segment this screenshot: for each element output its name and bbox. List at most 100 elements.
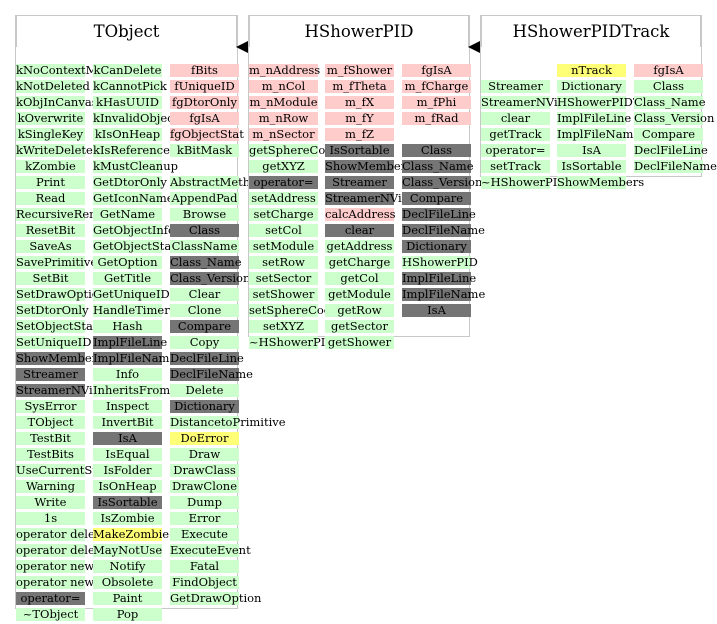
member-cell: IsFolder — [93, 464, 162, 477]
member-cell: SetBit — [16, 272, 85, 285]
member-cell: operator delete[] — [16, 543, 116, 557]
member-cell: m_nRow — [249, 112, 318, 125]
member-cell: RecursiveRemove — [16, 207, 121, 221]
member-cell: fgIsA — [170, 112, 239, 125]
member-cell: m_fTheta — [325, 80, 394, 93]
member-cell: ~HShowerPID — [249, 335, 335, 349]
member-cell: Pop — [93, 608, 162, 621]
member-cell: DoError — [170, 432, 239, 445]
member-cell: kInvalidObject — [93, 111, 179, 125]
member-cell: DeclFileName — [170, 367, 253, 381]
member-cell: m_fShower — [325, 63, 394, 77]
member-column: fgIsA m_fCharge m_fPhi m_fRad Class Class_Nam… — [402, 64, 486, 320]
member-cell: DrawClone — [170, 479, 239, 493]
member-cell: kCannotPick — [93, 79, 167, 93]
member-cell: getShower — [325, 336, 394, 349]
member-cell: kOverwrite — [16, 111, 85, 125]
member-cell: ClassName — [170, 239, 239, 253]
member-cell: nTrack — [557, 64, 626, 77]
member-cell: DeclFileLine — [402, 207, 476, 221]
member-cell: Inspect — [93, 400, 162, 413]
member-cell: 1s — [16, 512, 85, 525]
member-cell: m_nSector — [249, 128, 318, 141]
member-cell: InvertBit — [93, 416, 162, 429]
member-cell: Write — [16, 496, 85, 509]
member-cell: Read — [16, 192, 85, 205]
member-cell: kObjInCanvas — [16, 95, 98, 109]
member-cell: DeclFileName — [634, 159, 717, 173]
member-cell: StreamerNVirtual — [325, 191, 430, 205]
member-cell: ~TObject — [16, 608, 85, 621]
member-cell: calcAddress — [325, 207, 396, 221]
member-cell: IsSortable — [93, 496, 162, 509]
member-cell: ShowMembers — [16, 351, 104, 365]
member-cell: m_nCol — [249, 80, 318, 93]
member-cell: kIsReferenced — [93, 143, 178, 157]
member-cell: m_nAddress — [249, 63, 321, 77]
member-cell: m_fRad — [402, 112, 471, 125]
member-cell: TObject — [16, 416, 85, 429]
member-cell: setSector — [249, 272, 318, 285]
member-cell: Print — [16, 176, 85, 189]
member-cell: IsOnHeap — [93, 480, 162, 493]
member-column: m_nAddress m_nCol m_nModule m_nRow m_nSector… — [249, 63, 346, 352]
member-cell: IsSortable — [557, 160, 626, 173]
member-cell — [170, 160, 239, 173]
member-cell: Class_Version — [170, 271, 251, 285]
member-cell: kNoContextMenu — [16, 63, 120, 77]
member-cell: kHasUUID — [93, 96, 162, 109]
member-cell: GetObjectStat — [93, 239, 176, 253]
member-cell: ExecuteEvent — [170, 543, 251, 557]
member-cell: getSector — [325, 320, 394, 333]
member-cell: SetDtorOnly — [16, 303, 89, 317]
member-cell: DeclFileLine — [170, 351, 244, 365]
member-cell: GetOption — [93, 256, 162, 269]
member-cell: ~HShowerPIDTrack — [481, 175, 600, 189]
member-cell: getAddress — [325, 239, 394, 253]
member-cell: ResetBit — [16, 224, 85, 237]
member-cell: kMustCleanup — [93, 159, 178, 173]
member-cell: clear — [481, 112, 550, 125]
member-cell: fgDtorOnly — [170, 96, 239, 109]
member-cell: Paint — [93, 592, 162, 605]
member-cell: ImplFileName — [402, 287, 486, 301]
member-cell: Browse — [170, 208, 239, 221]
member-cell: ImplFileLine — [402, 271, 477, 285]
member-cell: getCol — [325, 272, 394, 285]
member-cell — [402, 128, 471, 141]
member-cell: operator= — [481, 144, 550, 157]
member-column: fBits fUniqueID fgDtorOnly fgIsA fgObjectSta… — [170, 64, 286, 608]
member-cell: kZombie — [16, 160, 85, 173]
member-cell: SetUniqueID — [16, 335, 92, 349]
member-cell: ImplFileLine — [557, 111, 632, 125]
member-cell: AbstractMethod — [170, 175, 265, 189]
member-cell: fUniqueID — [170, 80, 239, 93]
member-cell: GetDrawOption — [170, 591, 262, 605]
member-cell: setRow — [249, 256, 318, 269]
member-cell: TestBit — [16, 432, 85, 445]
member-cell: Execute — [170, 528, 239, 541]
member-cell: Copy — [170, 336, 239, 349]
member-cell: UseCurrentStyle — [16, 463, 114, 477]
class-title: HShowerPID — [249, 15, 469, 47]
member-cell: getRow — [325, 304, 394, 317]
member-cell: HShowerPIDTrack — [557, 95, 667, 109]
member-cell: operator= — [249, 176, 318, 189]
member-cell: IsSortable — [325, 144, 394, 157]
member-cell: Error — [170, 512, 239, 525]
member-cell: setAddress — [249, 192, 318, 205]
member-cell: clear — [325, 224, 394, 237]
member-cell: getSphereCoord — [249, 143, 346, 157]
member-cell: Draw — [170, 448, 239, 461]
member-cell: kBitMask — [170, 144, 239, 157]
member-cell: Clear — [170, 288, 239, 301]
member-cell: Compare — [402, 192, 471, 205]
member-cell: fgIsA — [634, 64, 703, 77]
member-cell: Hash — [93, 320, 162, 333]
member-column: nTrack Dictionary HShowerPIDTrack ImplFileL… — [557, 64, 667, 192]
member-cell: SaveAs — [16, 240, 85, 253]
inheritance-arrow-icon — [236, 41, 248, 53]
member-cell: SavePrimitive — [16, 255, 98, 269]
member-cell: MakeZombie — [93, 527, 170, 541]
member-cell: IsA — [557, 144, 626, 157]
